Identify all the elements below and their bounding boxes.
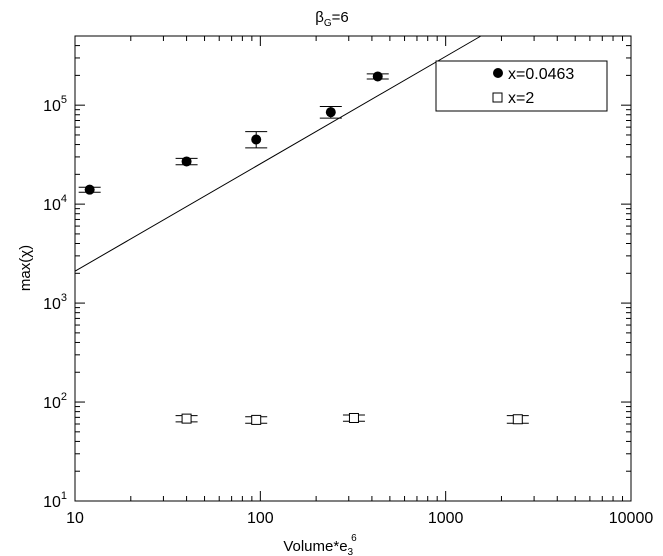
- y-tick-label-exp: 1: [61, 490, 67, 502]
- y-tick-label: 104: [43, 193, 67, 214]
- y-tick-label-exp: 4: [61, 193, 67, 205]
- legend-marker-series-1: [493, 68, 503, 78]
- y-tick-label: 101: [43, 490, 67, 511]
- y-tick-label-base: 10: [43, 395, 61, 412]
- chart-title-base: β: [315, 9, 324, 26]
- y-tick-label-exp: 3: [61, 292, 67, 304]
- fit-line: [74, 35, 482, 272]
- x-tick-label: 1000: [428, 510, 464, 527]
- data-point-series-2: [348, 412, 359, 423]
- legend-label-series-1: x=0.0463: [508, 66, 574, 83]
- data-point-series-1: [181, 156, 192, 167]
- legend-label-series-2: x=2: [508, 90, 534, 107]
- y-tick-label-exp: 5: [61, 94, 67, 106]
- data-point-series-2: [512, 414, 523, 425]
- data-point-series-1: [372, 71, 383, 82]
- y-axis-label: max(χ): [17, 245, 34, 291]
- data-point-series-2: [181, 413, 192, 424]
- points-layer: [78, 71, 529, 425]
- chart-title-tail: =6: [332, 9, 349, 26]
- y-tick-label: 103: [43, 292, 67, 313]
- data-point-series-2: [251, 414, 262, 425]
- x-tick-label: 10000: [609, 510, 654, 527]
- x-tick-label: 100: [247, 510, 274, 527]
- x-axis-label-sub: 3: [348, 547, 354, 556]
- y-tick-label: 105: [43, 94, 67, 115]
- x-tick-label: 10: [66, 510, 84, 527]
- data-point-series-1: [84, 184, 95, 195]
- chart-title-sub: G: [324, 18, 332, 29]
- x-axis-label-base: Volume*e: [283, 538, 347, 555]
- data-point-series-1: [251, 134, 262, 145]
- plot-frame: [74, 35, 632, 502]
- legend-box: [435, 60, 608, 112]
- x-axis-label-sup: 6: [351, 533, 357, 544]
- y-tick-label-base: 10: [43, 98, 61, 115]
- y-tick-label-base: 10: [43, 197, 61, 214]
- x-axis-label: Volume*e3 6: [283, 533, 357, 556]
- legend: x=0.0463 x=2: [435, 60, 608, 112]
- y-tick-label-base: 10: [43, 296, 61, 313]
- y-tick-label-exp: 2: [61, 391, 67, 403]
- y-tick-label: 102: [43, 391, 67, 412]
- data-point-series-1: [325, 107, 336, 118]
- fit-layer: [74, 35, 482, 272]
- chart-title: βG=6: [315, 9, 349, 29]
- y-tick-label-base: 10: [43, 494, 61, 511]
- legend-marker-series-2: [492, 92, 503, 103]
